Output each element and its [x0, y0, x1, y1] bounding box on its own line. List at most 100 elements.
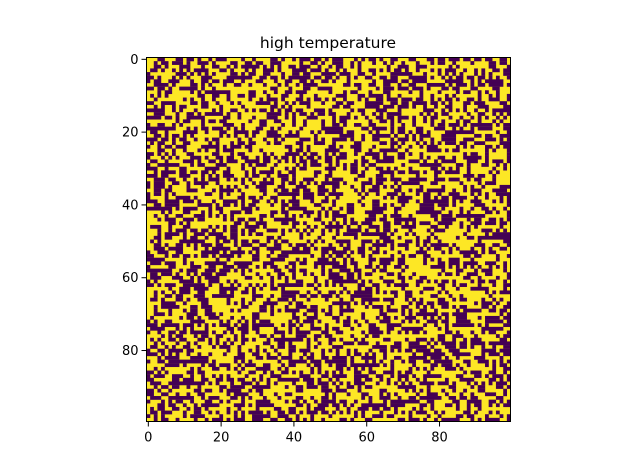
heatmap-cell-run	[328, 272, 340, 277]
heatmap-cell-run	[415, 250, 427, 255]
heatmap-cell-run	[182, 177, 187, 182]
heatmap-cell-run	[201, 228, 209, 233]
heatmap-cell-run	[204, 268, 216, 273]
heatmap-cell-run	[259, 392, 264, 397]
heatmap-cell-run	[146, 199, 158, 204]
heatmap-cell-run	[437, 192, 442, 196]
heatmap-cell-run	[383, 279, 395, 284]
heatmap-cell-run	[222, 352, 227, 357]
heatmap-cell-run	[277, 254, 289, 258]
heatmap-cell-run	[430, 337, 435, 342]
heatmap-cell-run	[266, 173, 271, 178]
heatmap-cell-run	[313, 312, 318, 317]
heatmap-cell-run	[179, 108, 184, 113]
heatmap-cell-run	[470, 79, 475, 84]
heatmap-cell-run	[277, 359, 282, 364]
heatmap-cell-run	[204, 90, 231, 95]
heatmap-cell-run	[401, 279, 406, 284]
heatmap-cell-run	[281, 97, 285, 102]
heatmap-cell-run	[233, 177, 238, 182]
heatmap-cell-run	[175, 214, 184, 218]
heatmap-cell-run	[394, 406, 398, 411]
heatmap-cell-run	[281, 206, 285, 211]
heatmap-cell-run	[146, 163, 151, 167]
heatmap-cell-run	[390, 301, 395, 306]
heatmap-cell-run	[390, 126, 395, 131]
heatmap-cell-run	[357, 388, 362, 393]
heatmap-cell-run	[328, 192, 344, 196]
heatmap-cell-run	[499, 290, 511, 295]
heatmap-cell-run	[408, 254, 417, 258]
heatmap-cell-run	[419, 133, 431, 138]
heatmap-cell-run	[292, 224, 296, 229]
heatmap-cell-run	[346, 381, 351, 386]
heatmap-cell-run	[441, 214, 453, 218]
heatmap-cell-run	[262, 137, 267, 142]
heatmap-cell-run	[503, 163, 508, 167]
heatmap-cell-run	[292, 264, 296, 269]
heatmap-cell-run	[426, 246, 431, 251]
heatmap-cell-run	[146, 173, 158, 178]
heatmap-cell-run	[248, 93, 256, 98]
heatmap-cell-run	[441, 305, 449, 309]
heatmap-cell-run	[215, 148, 220, 153]
heatmap-cell-run	[448, 82, 453, 87]
heatmap-cell-run	[171, 82, 176, 87]
heatmap-cell-run	[383, 290, 387, 295]
heatmap-cell-run	[306, 144, 311, 149]
heatmap-cell-run	[350, 326, 355, 331]
heatmap-cell-run	[372, 137, 380, 142]
heatmap-cell-run	[474, 177, 482, 182]
heatmap-cell-run	[332, 279, 358, 284]
heatmap-cell-run	[324, 130, 344, 135]
heatmap-cell-run	[353, 159, 358, 164]
heatmap-cell-run	[201, 301, 209, 306]
heatmap-cell-run	[321, 374, 329, 378]
heatmap-cell-run	[201, 64, 205, 69]
heatmap-cell-run	[492, 297, 497, 302]
heatmap-cell-run	[430, 264, 446, 269]
heatmap-cell-run	[430, 137, 435, 142]
heatmap-cell-run	[463, 155, 482, 160]
heatmap-cell-run	[346, 112, 351, 116]
heatmap-cell-run	[277, 184, 285, 189]
heatmap-cell-run	[335, 348, 340, 353]
heatmap-cell-run	[499, 337, 508, 342]
heatmap-cell-run	[157, 406, 165, 411]
heatmap-cell-run	[415, 64, 427, 69]
heatmap-cell-run	[204, 308, 213, 313]
heatmap-cell-run	[208, 352, 213, 357]
heatmap-cell-run	[437, 57, 446, 62]
heatmap-cell-run	[317, 130, 322, 135]
heatmap-cell-run	[262, 159, 271, 164]
heatmap-cell-run	[404, 232, 409, 237]
heatmap-cell-run	[295, 257, 300, 262]
heatmap-cell-run	[182, 235, 187, 240]
heatmap-cell-run	[277, 82, 282, 87]
heatmap-cell-run	[310, 112, 315, 116]
heatmap-cell-run	[281, 93, 289, 98]
heatmap-cell-run	[299, 126, 304, 131]
heatmap-cell-run	[332, 396, 336, 400]
heatmap-cell-run	[499, 246, 508, 251]
heatmap-cell-run	[415, 141, 420, 146]
heatmap-cell-run	[397, 155, 406, 160]
heatmap-cell-run	[204, 399, 213, 404]
heatmap-cell-run	[273, 348, 278, 353]
heatmap-cell-run	[288, 75, 311, 80]
heatmap-cell-run	[372, 268, 376, 273]
heatmap-cell-run	[459, 250, 478, 255]
heatmap-cell-run	[335, 159, 340, 164]
heatmap-cell-run	[306, 410, 318, 415]
heatmap-cell-run	[361, 112, 366, 116]
heatmap-cell-run	[244, 210, 253, 215]
heatmap-cell-run	[241, 232, 245, 237]
heatmap-cell-run	[441, 137, 457, 142]
heatmap-cell-run	[492, 206, 497, 211]
heatmap-cell-run	[324, 155, 333, 160]
heatmap-cell-run	[430, 115, 438, 120]
heatmap-cell-run	[452, 188, 457, 193]
heatmap-cell-run	[372, 305, 384, 309]
heatmap-cell-run	[321, 232, 326, 237]
heatmap-cell-run	[441, 108, 446, 113]
